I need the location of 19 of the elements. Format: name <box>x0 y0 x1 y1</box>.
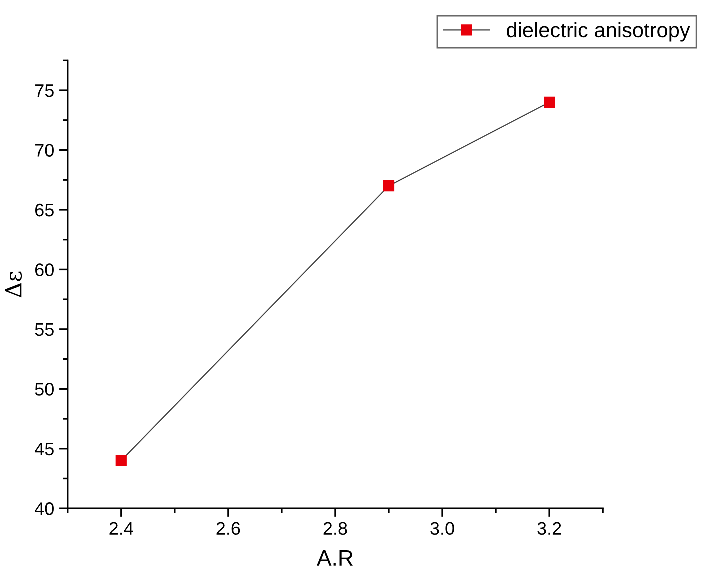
y-tick-label: 65 <box>36 204 54 217</box>
x-tick-label: 2.6 <box>216 522 240 536</box>
x-tick-label: 2.8 <box>324 522 348 536</box>
y-tick-label: 45 <box>35 442 54 456</box>
point <box>383 180 395 192</box>
y-tick-label: 70 <box>36 144 54 157</box>
y-tick-label: 75 <box>36 84 54 98</box>
y-tick-label: 40 <box>35 502 54 516</box>
y-tick-label: 50 <box>35 383 54 396</box>
x-axis-title: A.R <box>316 550 353 566</box>
y-axis-title: Δε <box>5 272 22 298</box>
point <box>116 455 127 466</box>
x-tick-label: 3.0 <box>430 522 454 536</box>
y-tick-label: 55 <box>35 324 54 336</box>
point <box>544 96 556 108</box>
legend-label: dielectric anisotropy <box>507 22 690 42</box>
x-tick-label: 3.2 <box>538 522 562 536</box>
x-tick-label: 2.4 <box>110 522 134 535</box>
y-tick-label: 60 <box>36 264 54 276</box>
